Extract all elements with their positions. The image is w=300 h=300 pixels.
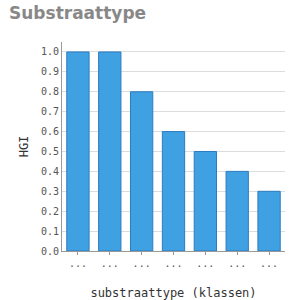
svg-text:...: ... <box>69 258 87 269</box>
svg-text:substraattype (klassen): substraattype (klassen) <box>90 286 256 300</box>
svg-text:...: ... <box>196 258 214 269</box>
svg-text:...: ... <box>164 258 182 269</box>
svg-text:0.2: 0.2 <box>41 206 59 217</box>
svg-text:...: ... <box>101 258 119 269</box>
svg-text:0.3: 0.3 <box>41 186 59 197</box>
svg-text:0.7: 0.7 <box>41 106 59 117</box>
svg-text:0.5: 0.5 <box>41 146 59 157</box>
svg-text:...: ... <box>133 258 151 269</box>
svg-text:0.8: 0.8 <box>41 86 59 97</box>
svg-text:0.0: 0.0 <box>41 246 59 257</box>
svg-text:HGI: HGI <box>17 136 31 158</box>
svg-text:1.0: 1.0 <box>41 46 59 57</box>
svg-text:0.9: 0.9 <box>41 66 59 77</box>
svg-text:...: ... <box>260 258 278 269</box>
svg-text:0.4: 0.4 <box>41 166 59 177</box>
svg-text:0.6: 0.6 <box>41 126 59 137</box>
svg-text:...: ... <box>228 258 246 269</box>
svg-text:0.1: 0.1 <box>41 226 59 237</box>
svg-text:Substraattype: Substraattype <box>9 3 146 23</box>
